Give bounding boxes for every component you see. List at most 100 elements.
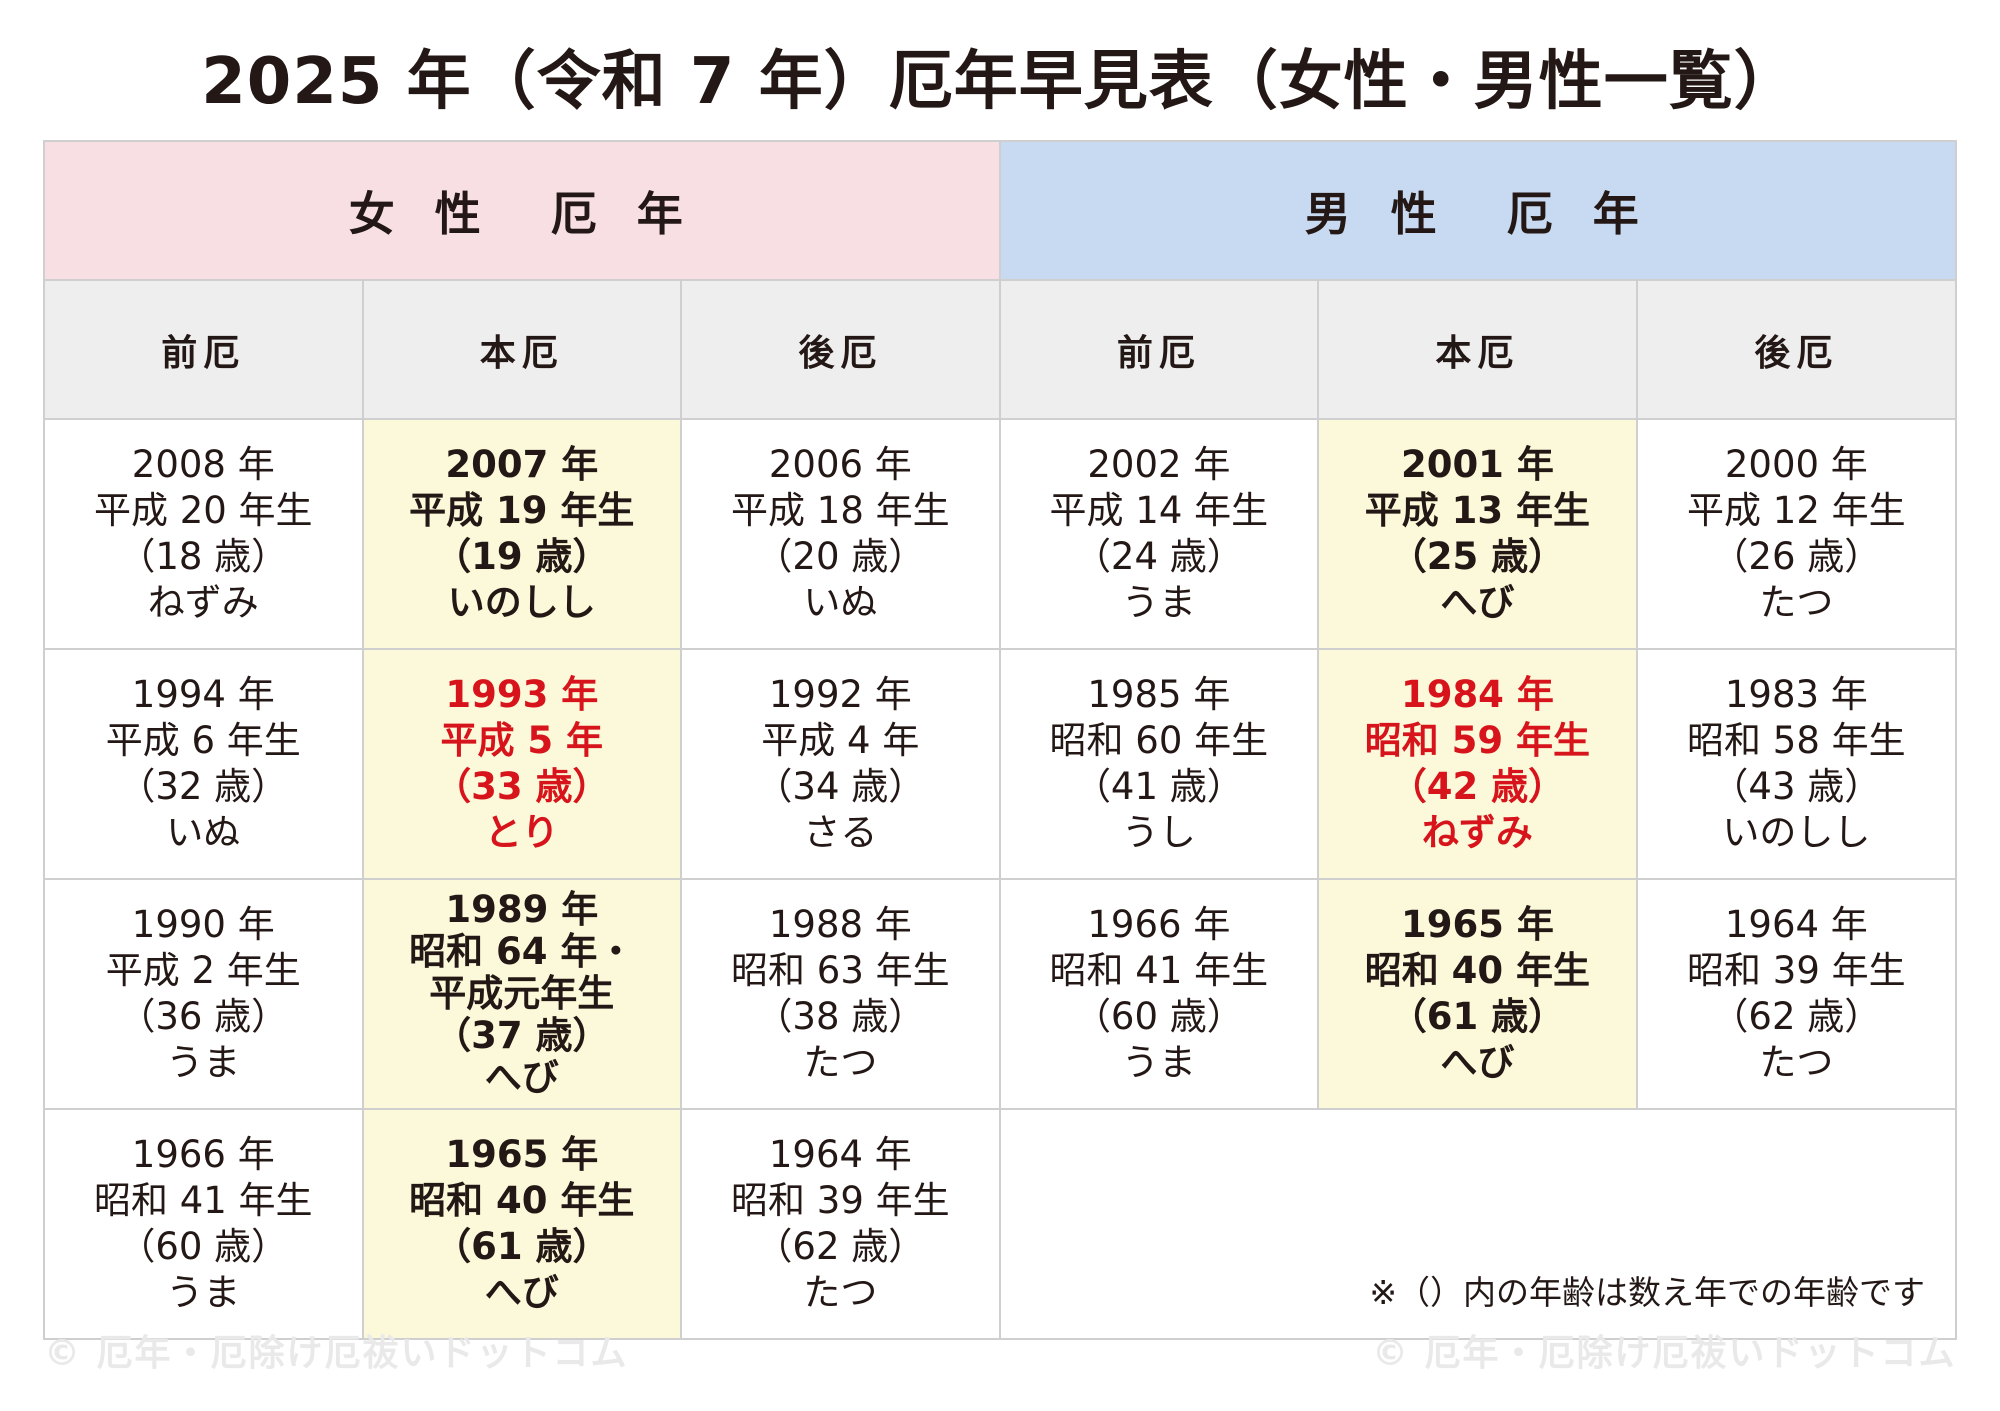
zodiac: たつ [1759,581,1834,624]
age: （18 歳） [118,535,289,578]
zodiac: へび [1440,1041,1515,1084]
birth-year: 1990 年 [131,903,275,946]
table-cell-honyaku-highlight: 1993 年 平成 5 年 （33 歳） とり [361,648,683,880]
birth-year: 1966 年 [131,1133,275,1176]
female-honyaku-header: 本厄 [361,279,683,420]
table-cell-honyaku: 1989 年 昭和 64 年・ 平成元年生 （37 歳） へび [361,878,683,1110]
zodiac: とり [484,811,559,854]
birth-year: 1993 年 [445,673,599,716]
age: （33 歳） [434,765,610,808]
age: （43 歳） [1711,765,1882,808]
gender-header-row: 女 性 厄 年 男 性 厄 年 [43,140,1958,281]
zodiac: うま [166,1271,241,1314]
birth-year: 1989 年 [445,888,599,931]
male-maeyaku-header: 前厄 [998,279,1320,420]
table-cell: 2008 年 平成 20 年生 （18 歳） ねずみ [43,418,364,650]
table-cell: 1964 年 昭和 39 年生 （62 歳） たつ [680,1108,1001,1340]
age: （41 歳） [1073,765,1244,808]
note-cell: ※（）内の年齢は数え年での年齢です [998,1108,1958,1340]
age: （62 歳） [1711,995,1882,1038]
female-atoyaku-header: 後厄 [680,279,1001,420]
table-cell: 1983 年 昭和 58 年生 （43 歳） いのしし [1635,648,1958,880]
era-year: 平成 4 年 [761,719,920,762]
age: （34 歳） [755,765,926,808]
age: （25 歳） [1389,535,1566,578]
age: （60 歳） [1073,995,1244,1038]
table-cell-honyaku: 1965 年 昭和 40 年生 （61 歳） へび [1317,878,1638,1110]
table-cell: 2006 年 平成 18 年生 （20 歳） いぬ [680,418,1001,650]
birth-year: 2008 年 [131,443,275,486]
zodiac: ねずみ [147,581,259,624]
age: （36 歳） [118,995,289,1038]
table-row: 2008 年 平成 20 年生 （18 歳） ねずみ 2007 年 平成 19 … [43,418,1958,650]
era-year: 昭和 40 年生 [1364,949,1591,992]
birth-year: 1964 年 [768,1133,912,1176]
age-note: ※（）内の年齢は数え年での年齢です [1369,1273,1925,1312]
table-cell: 1966 年 昭和 41 年生 （60 歳） うま [43,1108,364,1340]
era-year: 昭和 39 年生 [1687,949,1906,992]
birth-year: 2002 年 [1087,443,1231,486]
era-year: 平成 20 年生 [93,489,313,532]
era-year: 平成 18 年生 [731,489,950,532]
table-cell: 1966 年 昭和 41 年生 （60 歳） うま [998,878,1320,1110]
era-year: 昭和 59 年生 [1364,719,1591,762]
table-cell: 1992 年 平成 4 年 （34 歳） さる [680,648,1001,880]
birth-year: 1964 年 [1724,903,1868,946]
male-header: 男 性 厄 年 [998,140,1958,281]
table-cell: 1990 年 平成 2 年生 （36 歳） うま [43,878,364,1110]
zodiac: ねずみ [1421,811,1533,854]
zodiac: たつ [803,1271,878,1314]
era-year: 昭和 63 年生 [731,949,950,992]
era-year: 昭和 60 年生 [1049,719,1269,762]
age: （42 歳） [1389,765,1566,808]
zodiac: たつ [1759,1041,1834,1084]
birth-year: 1988 年 [768,903,912,946]
type-header-row: 前厄 本厄 後厄 前厄 本厄 後厄 [43,279,1958,420]
male-honyaku-header: 本厄 [1317,279,1638,420]
age: （24 歳） [1073,535,1244,578]
female-header: 女 性 厄 年 [43,140,1001,281]
birth-year: 1992 年 [768,673,912,716]
watermark: © 厄年・厄除け厄祓いドットコム [1372,1333,1957,1374]
era-year: 昭和 58 年生 [1687,719,1906,762]
birth-year: 1994 年 [131,673,275,716]
birth-year: 2000 年 [1724,443,1868,486]
birth-year: 1983 年 [1724,673,1868,716]
era-year: 平成 19 年生 [409,489,635,532]
birth-year: 2001 年 [1400,443,1554,486]
zodiac: へび [484,1271,559,1314]
era-year: 平成 12 年生 [1687,489,1906,532]
age: （61 歳） [434,1225,610,1268]
zodiac: さる [803,811,878,854]
era-year: 平成 6 年生 [105,719,301,762]
female-maeyaku-header: 前厄 [43,279,364,420]
birth-year: 1985 年 [1087,673,1231,716]
era-year: 昭和 41 年生 [1049,949,1269,992]
birth-year: 2007 年 [445,443,599,486]
zodiac: たつ [803,1041,878,1084]
page-title: 2025 年（令和 7 年）厄年早見表（女性・男性一覧） [201,45,1799,119]
birth-year: 1965 年 [445,1133,599,1176]
table-cell-honyaku-highlight: 1984 年 昭和 59 年生 （42 歳） ねずみ [1317,648,1638,880]
age: （20 歳） [755,535,926,578]
zodiac: いぬ [803,581,878,624]
table-cell-honyaku: 2007 年 平成 19 年生 （19 歳） いのしし [361,418,683,650]
table-cell: 2000 年 平成 12 年生 （26 歳） たつ [1635,418,1958,650]
zodiac: うま [1121,1041,1196,1084]
zodiac: うし [1121,811,1196,854]
zodiac: いぬ [166,811,241,854]
era-year: 平成 5 年 [440,719,604,762]
age: （19 歳） [434,535,610,578]
era-year: 平成 13 年生 [1364,489,1591,532]
table-cell: 1994 年 平成 6 年生 （32 歳） いぬ [43,648,364,880]
era-year: 昭和 39 年生 [731,1179,950,1222]
zodiac: うま [166,1041,241,1084]
era-year: 昭和 41 年生 [93,1179,313,1222]
birth-year: 2006 年 [768,443,912,486]
watermark: © 厄年・厄除け厄祓いドットコム [44,1333,629,1374]
era-year: 平成 14 年生 [1049,489,1269,532]
age: （32 歳） [118,765,289,808]
era-year: 平成 2 年生 [105,949,301,992]
yakudoshi-table: 女 性 厄 年 男 性 厄 年 前厄 本厄 後厄 前厄 本厄 後厄 2008 年… [43,140,1958,1340]
table-cell: 1964 年 昭和 39 年生 （62 歳） たつ [1635,878,1958,1110]
